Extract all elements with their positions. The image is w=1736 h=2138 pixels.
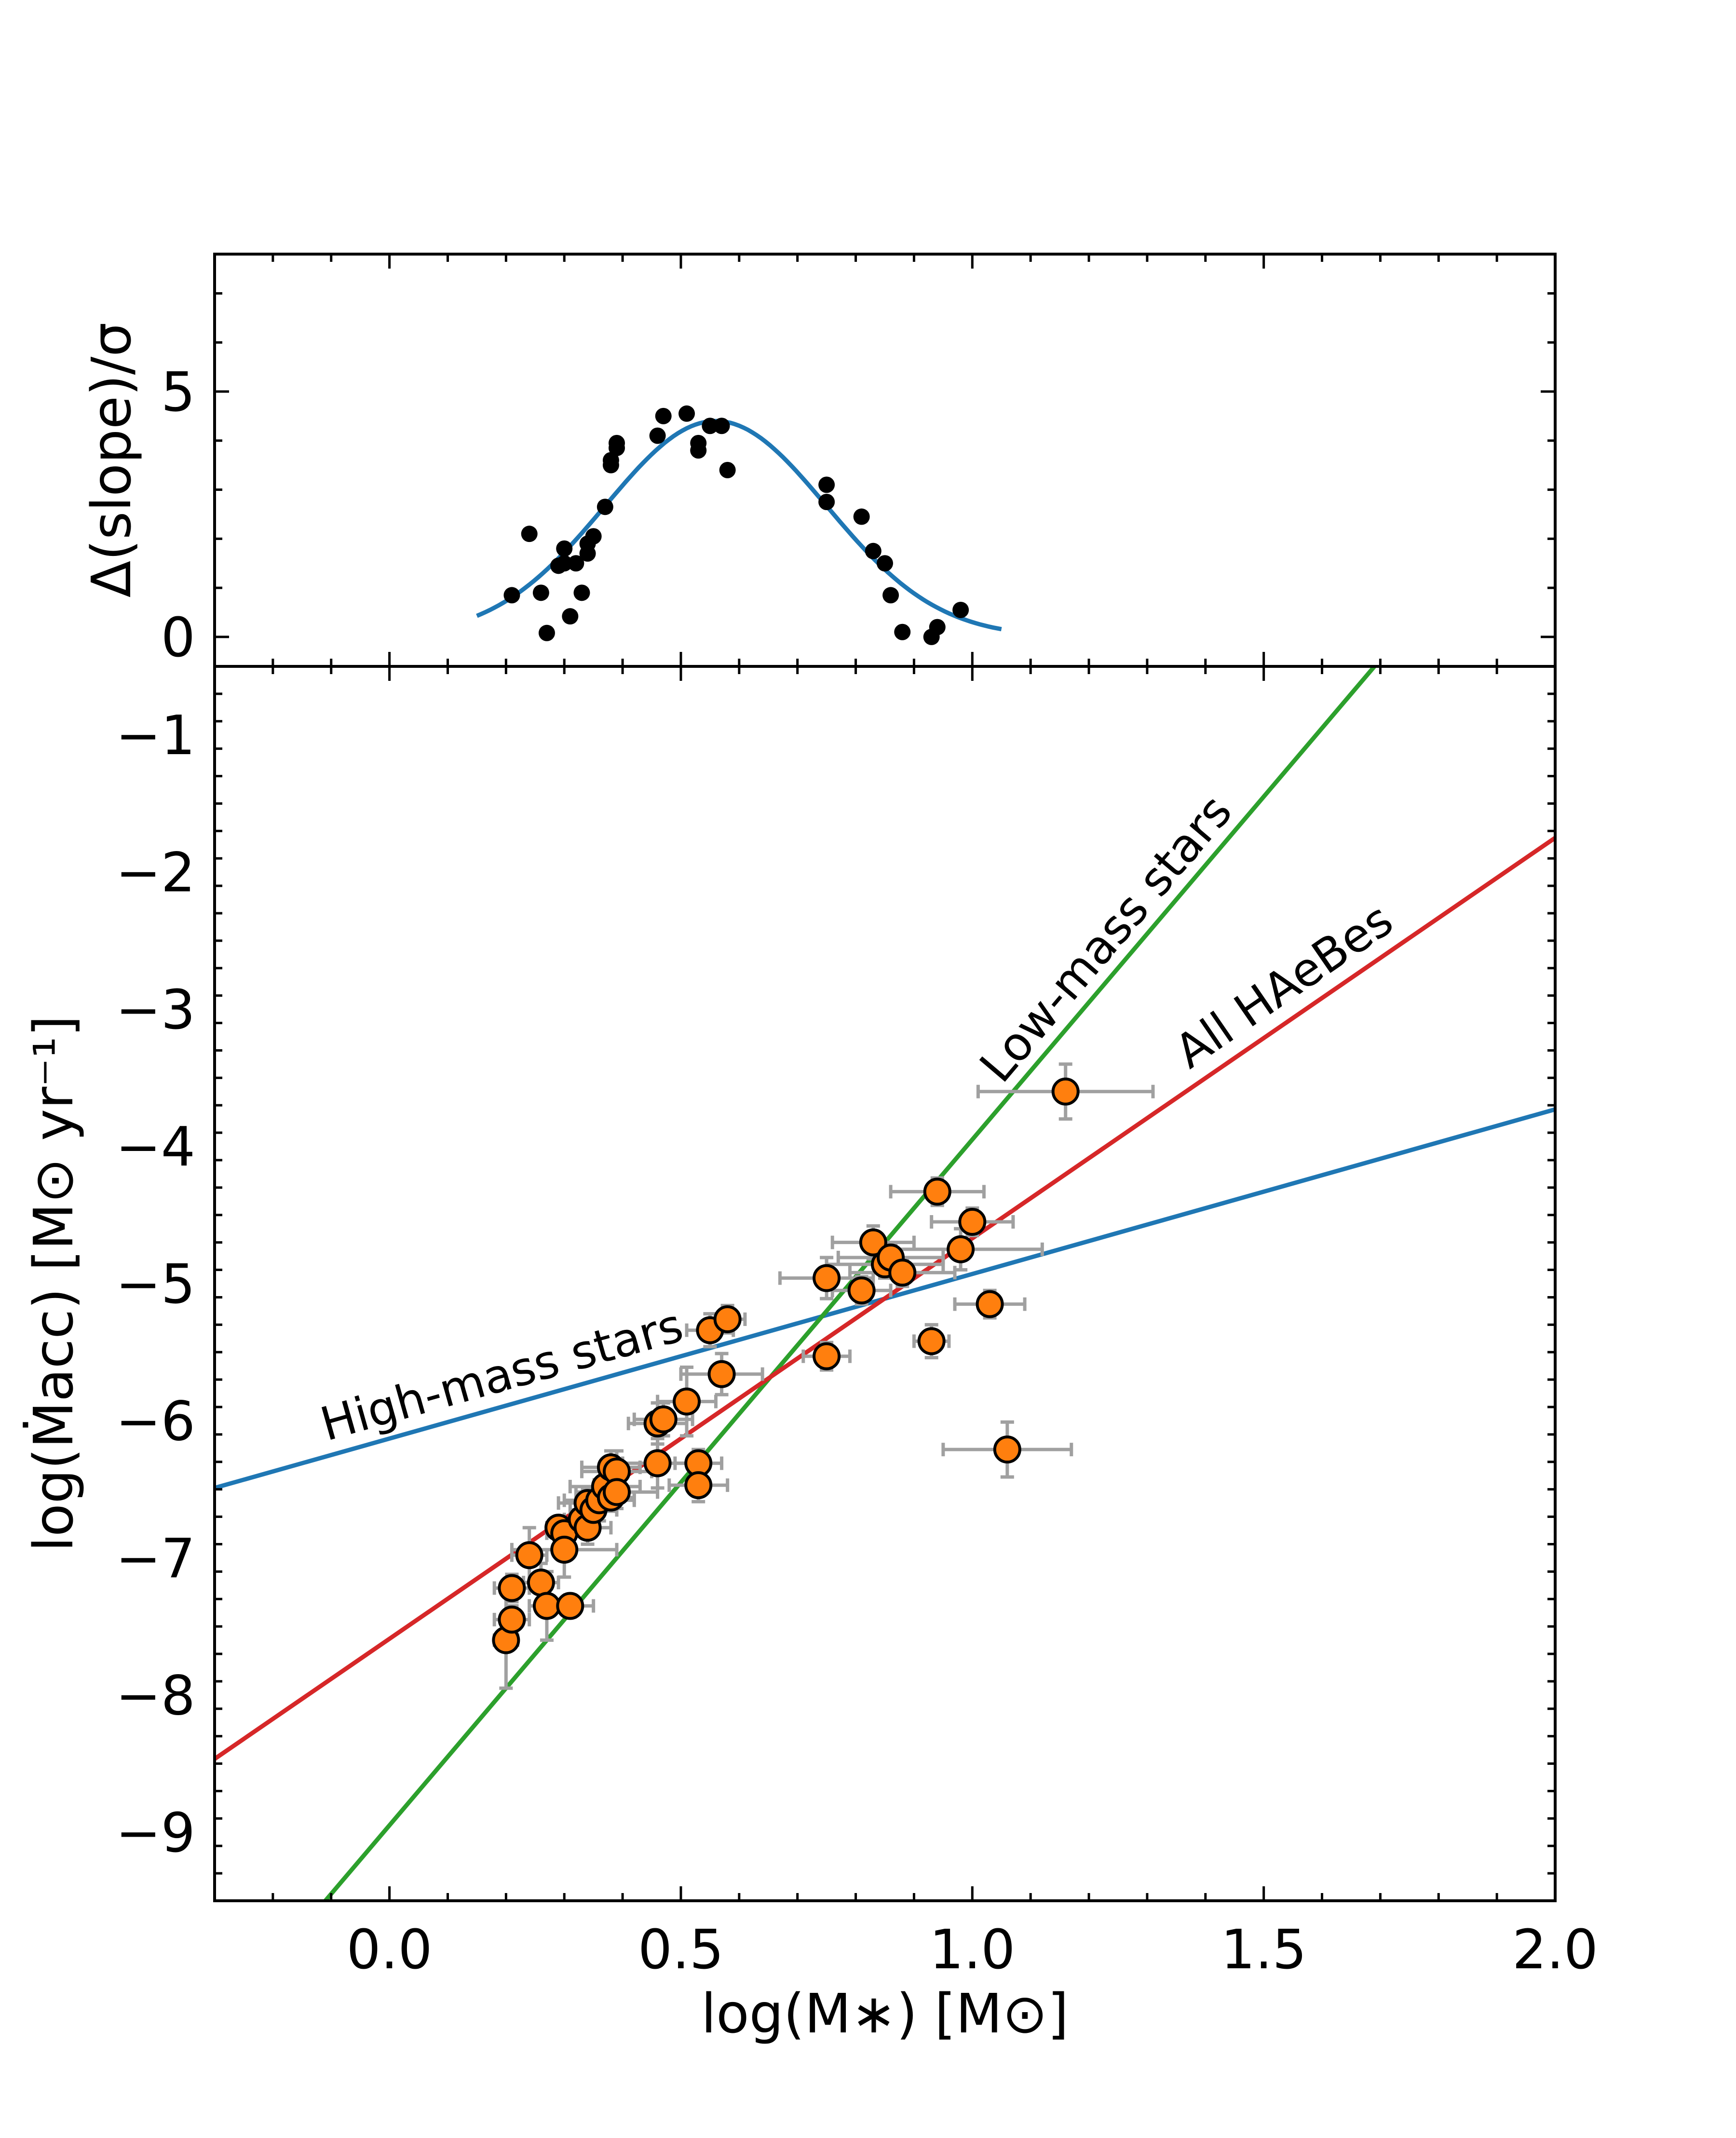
bottom-xtick-label: 2.0 — [1512, 1919, 1598, 1981]
bottom-ticks: 0.0 0.5 1.0 1.5 2.0 −9 −8 −7 −6 −5 −4 −3 −2 −1 — [116, 665, 1598, 1981]
bottom-ytick-label: −4 — [116, 1116, 195, 1179]
bottom-xtick-label: 0.5 — [638, 1919, 724, 1981]
top-ytick-label: 0 — [161, 607, 195, 669]
data-point — [550, 1535, 579, 1564]
data-point — [917, 1327, 946, 1355]
data-point — [603, 1478, 631, 1506]
top-data-point — [894, 623, 911, 640]
data-point — [527, 1569, 555, 1597]
top-data-point — [719, 461, 736, 478]
top-data-point — [952, 601, 969, 618]
data-point — [958, 1208, 987, 1236]
data-point — [498, 1605, 526, 1634]
top-data-point — [573, 584, 590, 601]
bottom-xtick-label: 1.5 — [1221, 1919, 1307, 1981]
data-points — [492, 1077, 1080, 1654]
data-point — [556, 1592, 584, 1620]
top-data-point — [568, 555, 584, 572]
top-ylabel: Δ(slope)/σ — [81, 323, 143, 598]
data-point — [673, 1387, 701, 1416]
top-data-point — [556, 555, 573, 572]
data-point — [947, 1235, 975, 1263]
top-data-point — [538, 624, 555, 641]
data-point — [1051, 1077, 1080, 1106]
bottom-xtick-label: 0.0 — [347, 1919, 433, 1981]
top-data-point — [602, 452, 619, 469]
top-data-point — [818, 476, 835, 493]
top-ticks: 05 — [161, 254, 1557, 669]
fit-line — [215, 836, 1555, 1761]
bottom-ytick-label: −9 — [116, 1802, 195, 1865]
data-point — [847, 1276, 876, 1305]
top-data-point — [655, 407, 672, 424]
data-point — [888, 1258, 917, 1287]
top-data-point — [929, 619, 946, 636]
data-point — [643, 1449, 672, 1477]
data-point — [713, 1305, 742, 1333]
bottom-panel-frame — [213, 665, 1557, 1902]
bottom-xlabel: log(M∗) [M⊙] — [701, 1983, 1069, 2045]
top-plot-area — [476, 405, 1002, 645]
bottom-ytick-label: −7 — [116, 1528, 195, 1590]
top-ytick-label: 5 — [161, 361, 195, 424]
top-data-point — [521, 526, 538, 542]
data-point — [515, 1541, 543, 1570]
bottom-ytick-label: −1 — [116, 704, 195, 767]
data-point — [813, 1342, 841, 1370]
bottom-ytick-label: −3 — [116, 979, 195, 1042]
top-data-point — [865, 542, 882, 559]
top-data-point — [503, 587, 520, 604]
bottom-ylabel: log(Ṁacc) [M⊙ yr⁻¹] — [23, 1015, 85, 1552]
top-data-point — [818, 494, 835, 511]
data-point — [707, 1360, 736, 1388]
data-point — [976, 1290, 1004, 1318]
top-data-point — [702, 418, 719, 434]
top-data-point — [690, 442, 707, 459]
data-point — [813, 1264, 841, 1292]
data-point — [649, 1405, 678, 1434]
top-data-point — [649, 427, 666, 444]
data-point — [923, 1177, 951, 1206]
bottom-ytick-label: −5 — [116, 1253, 195, 1316]
top-data-point — [556, 540, 573, 557]
data-point — [532, 1592, 561, 1620]
bottom-xtick-label: 1.0 — [929, 1919, 1015, 1981]
top-data-point — [853, 508, 870, 525]
data-point — [498, 1574, 526, 1602]
bottom-ytick-label: −6 — [116, 1390, 195, 1453]
data-point — [859, 1228, 887, 1257]
data-point — [684, 1471, 713, 1500]
data-point — [993, 1435, 1021, 1464]
top-data-point — [713, 418, 730, 434]
top-data-point — [597, 499, 613, 515]
top-data-point — [678, 405, 695, 422]
top-panel: 05 Δ(slope)/σ — [81, 253, 1557, 669]
top-data-point — [882, 587, 899, 604]
top-data-point — [585, 528, 602, 545]
top-data-point — [877, 555, 893, 572]
bottom-ytick-label: −8 — [116, 1664, 195, 1727]
top-data-point — [532, 584, 549, 601]
bottom-ytick-label: −2 — [116, 842, 195, 905]
top-data-point — [562, 608, 579, 625]
top-data-point — [609, 440, 625, 457]
